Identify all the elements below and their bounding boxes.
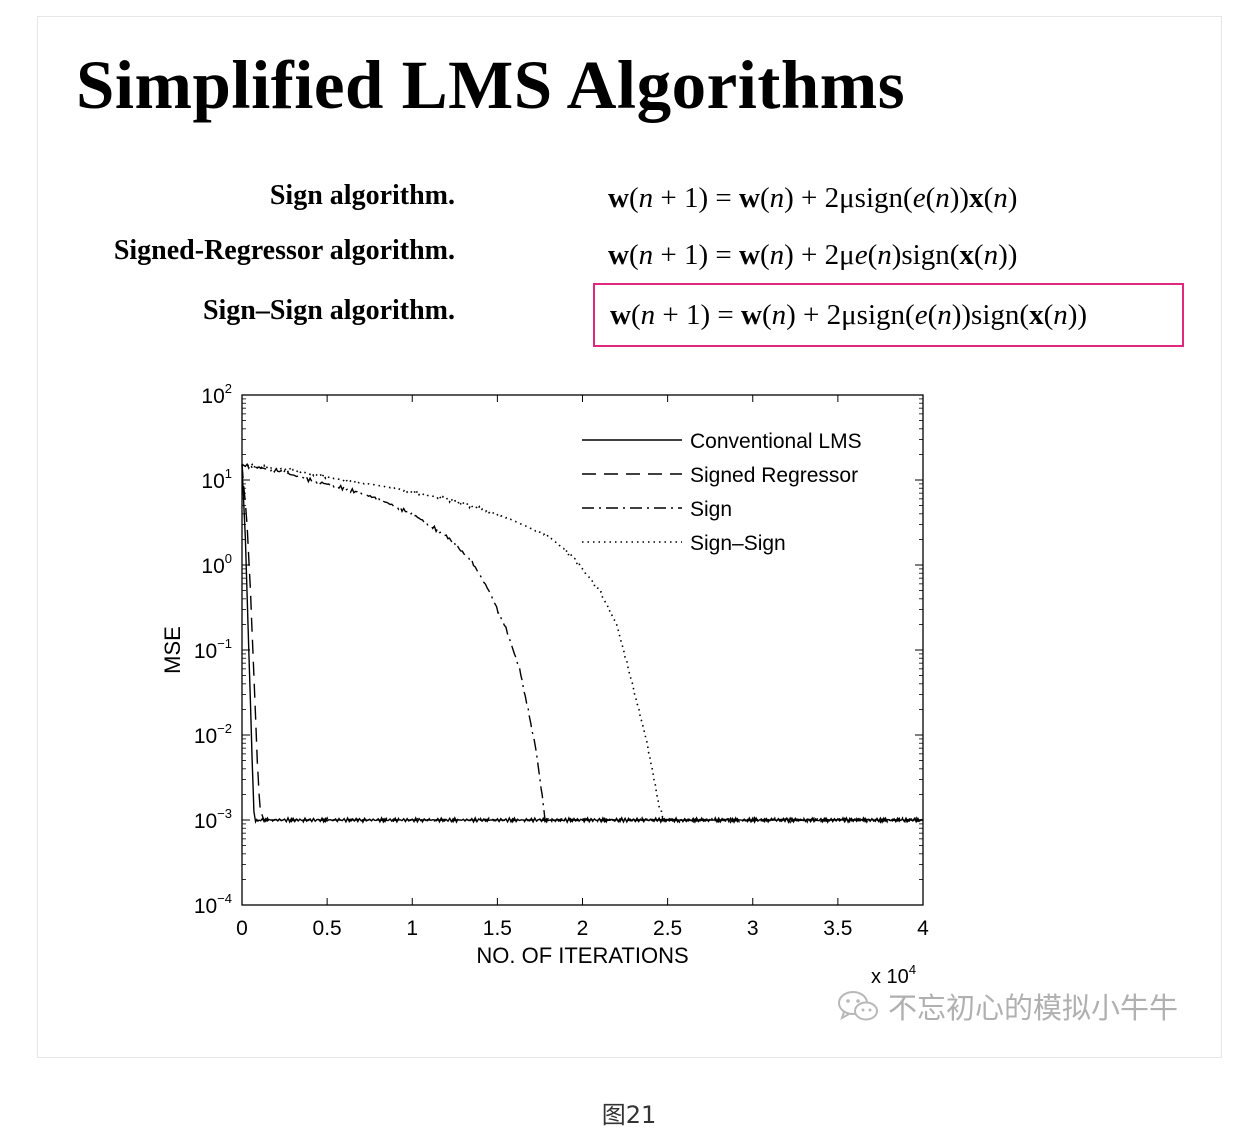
algorithm-name-sign: Sign algorithm. <box>269 180 455 211</box>
algorithm-name-sign-sign: Sign–Sign algorithm. <box>202 295 455 326</box>
figure-caption: 图21 <box>601 1101 657 1129</box>
x-tick-label: 3 <box>747 917 759 940</box>
x-tick-label: 2.5 <box>653 917 682 940</box>
y-tick-label: 100 <box>201 551 232 578</box>
x-tick-label: 1.5 <box>483 917 512 940</box>
x-tick-label: 0.5 <box>313 917 342 940</box>
algorithm-name-signed-regressor: Signed-Regressor algorithm. <box>113 235 455 266</box>
series-line <box>241 464 924 824</box>
equation-sign-sign: w(n + 1) = w(n) + 2μsign(e(n))sign(x(n)) <box>610 299 1088 331</box>
y-axis-label: MSE <box>160 626 185 674</box>
legend-label: Sign–Sign <box>690 532 786 555</box>
x-tick-label: 0 <box>236 917 248 940</box>
equation-sign: w(n + 1) = w(n) + 2μsign(e(n))x(n) <box>608 182 1018 214</box>
legend-label: Sign <box>690 498 732 521</box>
y-tick-label: 10−1 <box>194 636 232 663</box>
legend: Conventional LMS Signed Regressor Sign Sign… <box>582 430 862 555</box>
equation-signed-regressor: w(n + 1) = w(n) + 2μe(n)sign(x(n)) <box>608 239 1018 271</box>
watermark-text: 不忘初心的模拟小牛牛 <box>888 991 1179 1025</box>
legend-label: Conventional LMS <box>690 430 862 453</box>
x-axis-label: NO. OF ITERATIONS <box>476 943 688 968</box>
x-tick-label: 1 <box>406 917 418 940</box>
x-tick-label: 2 <box>577 917 589 940</box>
wechat-icon <box>838 991 878 1021</box>
x-tick-label: 4 <box>917 917 929 940</box>
series-line <box>241 462 924 824</box>
slide-title: Simplified LMS Algorithms <box>76 47 906 123</box>
figure-card <box>37 16 1222 1058</box>
x-tick-label: 3.5 <box>823 917 852 940</box>
series-line <box>241 462 924 825</box>
y-tick-label: 10−4 <box>194 891 232 918</box>
y-tick-label: 102 <box>201 381 232 408</box>
y-tick-label: 101 <box>201 466 232 493</box>
mse-chart: 0 0.5 1 1.5 2 2.5 3 3.5 4 102 101 100 10−1 10−2 10−3 10… <box>160 381 929 985</box>
series-line <box>241 464 924 824</box>
plot-frame <box>241 394 924 906</box>
x-multiplier-text: x 104 <box>871 962 916 985</box>
y-tick-label: 10−3 <box>194 806 232 833</box>
highlight-box <box>593 283 1184 347</box>
watermark: 不忘初心的模拟小牛牛 <box>836 985 1178 1027</box>
y-tick-label: 10−2 <box>194 721 232 748</box>
legend-label: Signed Regressor <box>690 464 858 487</box>
x-axis-multiplier: x 104 <box>871 962 916 985</box>
